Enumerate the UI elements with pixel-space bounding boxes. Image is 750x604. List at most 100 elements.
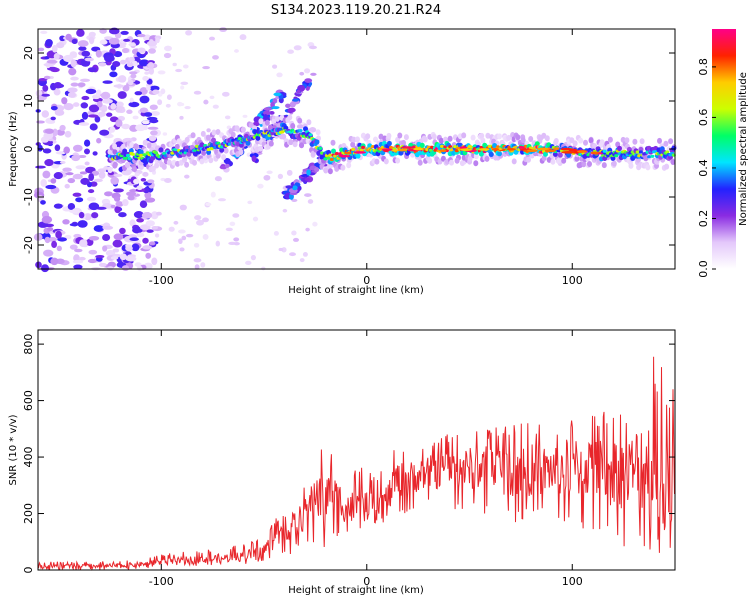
spectrogram-cell: [285, 185, 294, 189]
spectrogram-cell: [386, 140, 392, 147]
spectrogram-cell: [78, 122, 90, 126]
spectrogram-cell: [64, 130, 72, 138]
spectrogram-cell: [61, 97, 68, 105]
spectrogram-cell: [113, 188, 124, 193]
spectrogram-cell: [129, 71, 138, 75]
spectrogram-cell: [132, 115, 139, 120]
spectrogram-cell: [88, 235, 100, 241]
spectrogram-cell: [602, 149, 607, 153]
spectrogram-cell: [113, 51, 123, 58]
spectrogram-cell: [138, 149, 144, 155]
spectrogram-cell: [119, 253, 127, 261]
spectrogram-cell: [263, 107, 272, 111]
spectrogram-cell: [148, 135, 157, 142]
spectrogram-cell: [142, 171, 149, 177]
spectrogram-cell: [200, 130, 206, 137]
spectrogram-cell: [114, 32, 122, 39]
spectrogram-cell: [107, 266, 114, 271]
spectrogram-cell: [56, 42, 65, 49]
spectrogram-cell: [94, 116, 101, 123]
spectrogram-cell: [83, 213, 92, 221]
spectrogram-cell: [145, 252, 152, 259]
spectrogram-cell: [158, 147, 164, 153]
spectrogram-cell: [79, 78, 91, 82]
spectrogram-cell: [302, 251, 308, 257]
spectrogram-cell: [91, 212, 99, 219]
spectrogram-cell: [153, 151, 158, 155]
y-tick-label: 800: [22, 334, 35, 355]
spectrogram-cell: [247, 200, 253, 205]
spectrogram-cell: [40, 200, 46, 205]
spectrogram-cell: [506, 148, 516, 151]
spectrogram-cell: [81, 95, 90, 101]
spectrogram-cell: [178, 238, 183, 245]
spectrogram-cell: [417, 159, 423, 166]
spectrogram-cell: [149, 85, 160, 92]
spectrogram-cell: [273, 230, 279, 236]
spectrogram-cell: [42, 84, 49, 92]
spectrogram-cell: [205, 134, 211, 141]
spectrogram-cell: [131, 60, 138, 67]
spectrogram-cell: [610, 155, 616, 161]
spectrogram-cell: [63, 54, 74, 63]
spectrogram-cell: [543, 151, 548, 157]
spectrogram-cell: [126, 109, 133, 115]
spectrogram-cell: [473, 160, 479, 167]
spectrogram-cell: [245, 260, 252, 266]
spectrogram-cell: [97, 101, 103, 108]
spectrogram-cell: [139, 153, 144, 157]
x-tick-label: -100: [149, 575, 174, 588]
spectrogram-cell: [154, 233, 160, 238]
spectrogram-cell: [175, 160, 180, 167]
spectrogram-cell: [478, 151, 484, 157]
spectrogram-cell: [63, 146, 70, 154]
spectrogram-cell: [431, 133, 437, 140]
x-tick-label: -100: [149, 274, 174, 287]
spectrogram-cell: [234, 125, 240, 132]
spectrogram-cell: [179, 204, 187, 211]
spectrogram-cell: [142, 237, 149, 244]
spectrogram-cell: [112, 162, 118, 169]
spectrogram-cell: [427, 157, 433, 164]
spectrogram-cell: [607, 136, 613, 143]
spectrogram-cell: [52, 128, 58, 137]
spectrogram-cell: [119, 59, 127, 65]
spectrogram-cell: [299, 71, 305, 76]
spectrogram-cell: [85, 88, 97, 95]
spectrogram-cell: [113, 233, 124, 241]
spectrogram-cell: [98, 171, 106, 179]
spectrogram-cell: [215, 240, 221, 247]
spectrogram-cell: [78, 211, 85, 219]
spectrogram-cell: [87, 189, 95, 194]
spectrogram-cell: [146, 142, 152, 149]
spectrogram-cell: [665, 150, 670, 154]
spectrogram-cell: [196, 219, 204, 226]
spectrogram-cell: [250, 254, 256, 261]
spectrogram-cell: [304, 177, 311, 181]
spectrogram-cell: [237, 137, 242, 141]
spectrogram-cell: [129, 219, 136, 227]
spectrogram-cell: [419, 142, 425, 148]
spectrogram-cell: [206, 147, 211, 152]
spectrogram-cell: [124, 244, 133, 248]
spectrogram-cell: [95, 49, 102, 58]
spectrogram-cell: [334, 152, 339, 156]
spectrogram-cell: [155, 211, 162, 216]
spectrogram-cell: [112, 61, 121, 67]
spectrogram-cell: [239, 34, 247, 41]
spectrogram-cell: [323, 157, 328, 161]
spectrogram-cell: [69, 223, 79, 227]
spectrogram-cell: [635, 150, 640, 154]
spectrogram-cell: [129, 237, 139, 241]
spectrogram-cell: [190, 132, 196, 139]
spectrogram-cell: [199, 158, 205, 165]
spectrogram-cell: [65, 172, 74, 176]
spectrogram-cell: [296, 89, 301, 94]
spectrogram-cell: [46, 66, 58, 71]
spectrogram-cell: [92, 151, 98, 156]
snr-axes: -100 0 100 0 200 400 600 800: [22, 330, 675, 588]
spectrogram-cell: [165, 103, 171, 108]
spectrogram-cell: [129, 189, 138, 193]
spectrogram-cell: [148, 67, 155, 75]
